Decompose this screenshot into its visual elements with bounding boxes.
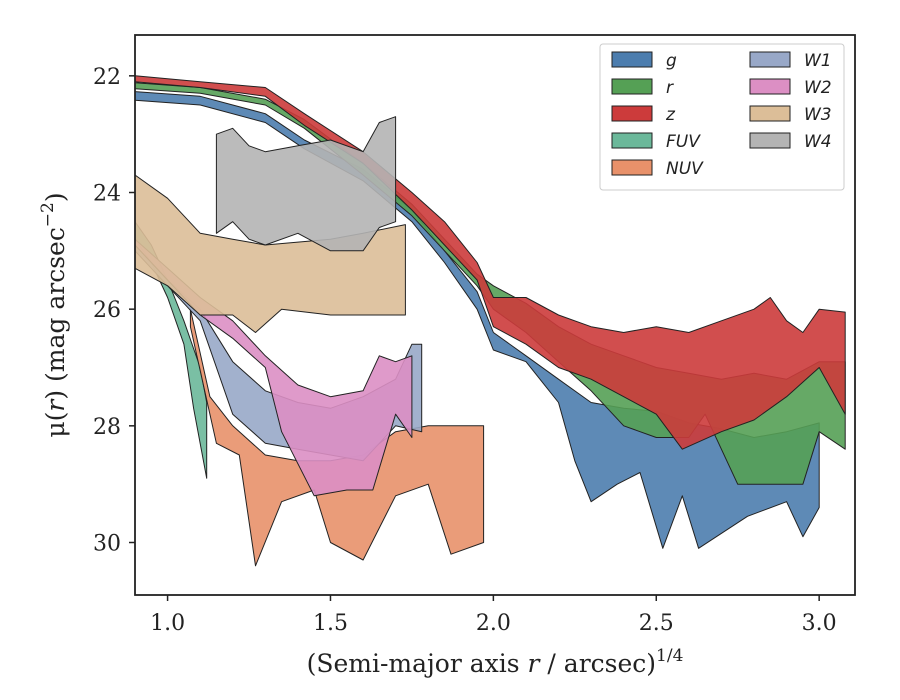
legend-swatch-w4 [749, 132, 791, 149]
series-area-w3 [135, 174, 406, 333]
x-tick-label: 1.0 [150, 611, 185, 636]
legend-label-r: r [666, 78, 674, 98]
legend-swatch-g [611, 51, 653, 68]
legend-label-z: z [665, 105, 676, 125]
x-axis-label: (Semi-major axis r / arcsec)1/4 [307, 646, 684, 678]
legend-swatch-w3 [749, 105, 791, 122]
y-axis-label: μ(r) (mag arcsec−2) [38, 192, 70, 437]
y-tick-label: 26 [93, 298, 121, 323]
legend-swatch-z [611, 105, 653, 122]
x-tick-label: 2.5 [639, 611, 674, 636]
y-tick-label: 30 [93, 532, 121, 557]
legend-swatch-w2 [749, 78, 791, 95]
legend-swatch-fuv [611, 132, 653, 149]
y-tick-label: 24 [93, 182, 121, 207]
legend-label-fuv: FUV [666, 132, 701, 152]
legend-label-w3: W3 [804, 105, 832, 125]
legend-label-g: g [666, 51, 677, 71]
legend-label-w1: W1 [804, 51, 832, 71]
series-area-z [135, 75, 846, 450]
legend-label-w2: W2 [804, 78, 832, 98]
legend-swatch-nuv [611, 159, 653, 176]
series-area-nuv [189, 308, 485, 567]
x-tick-label: 1.5 [313, 611, 348, 636]
x-tick-label: 3.0 [802, 611, 837, 636]
series-area-w4 [215, 116, 397, 252]
legend: grz FUV NUV W1 W2 W3 W4 [599, 43, 845, 191]
legend-swatch-w1 [749, 51, 791, 68]
axis-ticks: 1.0 1.5 2.0 2.5 3.0 22 24 26 28 30 [93, 65, 837, 636]
y-tick-label: 28 [93, 415, 121, 440]
series-areas [135, 75, 846, 567]
legend-label-nuv: NUV [666, 159, 704, 179]
x-tick-label: 2.0 [476, 611, 511, 636]
legend-label-w4: W4 [804, 132, 832, 152]
y-tick-label: 22 [93, 65, 121, 90]
plot-frame [134, 34, 856, 596]
legend-swatch-r [611, 78, 653, 95]
